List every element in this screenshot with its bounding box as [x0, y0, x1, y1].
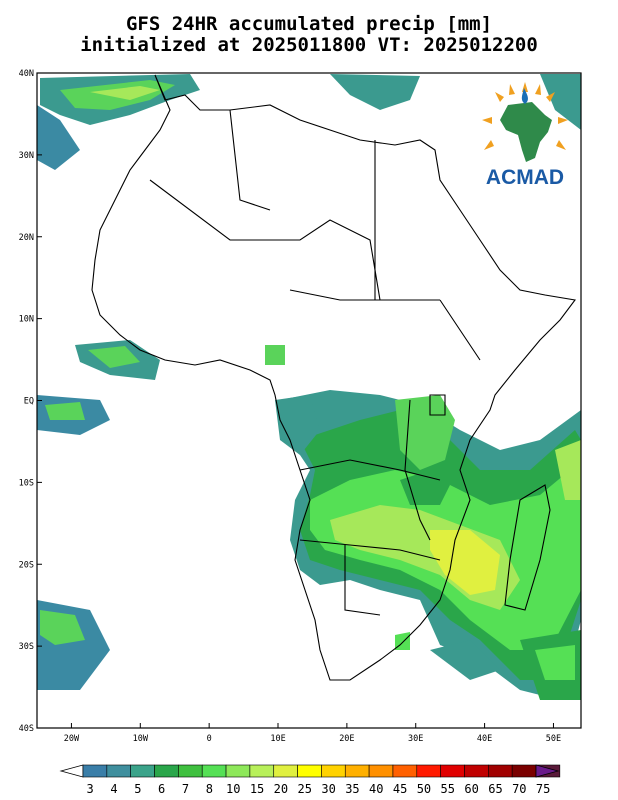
colorbar-swatch: [464, 764, 489, 778]
acmad-logo: ACMAD: [482, 82, 568, 189]
colorbar-label: 20: [274, 782, 288, 796]
colorbar-swatch: [488, 764, 513, 778]
chart-title-line-2: initialized at 2025011800 VT: 2025012200: [80, 34, 538, 56]
lat-tick-label: 10N: [19, 315, 34, 325]
lon-tick-label: 20W: [64, 734, 80, 744]
colorbar-swatch: [416, 764, 441, 778]
colorbar-swatch: [130, 764, 155, 778]
colorbar-swatch: [154, 764, 179, 778]
lat-tick-label: 40S: [19, 724, 34, 734]
chart-title-line-1: GFS 24HR accumulated precip [mm]: [125, 13, 493, 35]
lon-tick-label: 20E: [339, 734, 354, 744]
lon-tick-label: 10W: [133, 734, 149, 744]
colorbar-label: 75: [536, 782, 550, 796]
colorbar-label: 5: [134, 782, 141, 796]
coastlines: [91, 74, 576, 681]
colorbar-label: 6: [158, 782, 165, 796]
lat-tick-label: 10S: [19, 478, 34, 488]
logo-text: ACMAD: [486, 166, 564, 189]
logo-drop-icon: [521, 88, 528, 104]
colorbar-swatch: [106, 764, 131, 778]
lat-axis: 40N 30N 20N 10N EQ 10S 20S 30S 40S: [19, 69, 42, 734]
colorbar-label: 8: [206, 782, 213, 796]
lat-tick-label: 30S: [19, 642, 34, 652]
colorbar-label: 7: [182, 782, 189, 796]
colorbar-label: 70: [512, 782, 526, 796]
colorbar-swatch: [344, 764, 370, 778]
lat-tick-label: 30N: [19, 151, 34, 161]
colorbar-label: 30: [321, 782, 335, 796]
logo-sun-rays-icon: [482, 82, 568, 150]
colorbar: 3 4 5 6 7 8 10 15 20 25 30 35 40 45 50 55 60 65 70 75: [59, 764, 561, 796]
colorbar-swatch: [273, 764, 298, 778]
lon-axis: 20W 10W 0 10E 20E 30E 40E 50E: [64, 723, 561, 744]
lat-tick-label: 20N: [19, 233, 34, 243]
colorbar-swatch: [440, 764, 465, 778]
colorbar-label: 3: [87, 782, 94, 796]
colorbar-label: 40: [369, 782, 383, 796]
colorbar-label: 15: [250, 782, 264, 796]
colorbar-label: 55: [441, 782, 455, 796]
colorbar-label: 35: [345, 782, 359, 796]
colorbar-swatch: [249, 764, 275, 778]
lat-tick-label: EQ: [24, 397, 34, 407]
lon-tick-label: 50E: [546, 734, 561, 744]
colorbar-swatch: [225, 764, 251, 778]
colorbar-swatch: [297, 764, 322, 778]
logo-africa-icon: [500, 102, 552, 162]
colorbar-label: 4: [110, 782, 117, 796]
lon-tick-label: 30E: [408, 734, 423, 744]
colorbar-swatch: [368, 764, 394, 778]
colorbar-swatch: [321, 764, 346, 778]
colorbar-swatch: [178, 764, 203, 778]
colorbar-label: 10: [226, 782, 240, 796]
lat-tick-label: 20S: [19, 560, 34, 570]
colorbar-swatch: [201, 764, 227, 778]
colorbar-over-arrow: [535, 764, 560, 778]
colorbar-swatch: [82, 764, 108, 778]
lon-tick-label: 10E: [270, 734, 285, 744]
colorbar-swatch: [511, 764, 537, 778]
lon-tick-label: 40E: [477, 734, 492, 744]
lon-tick-label: 0: [207, 734, 212, 744]
colorbar-label: 65: [488, 782, 502, 796]
colorbar-label: 45: [393, 782, 407, 796]
lat-tick-label: 40N: [19, 69, 34, 79]
colorbar-label: 60: [464, 782, 478, 796]
precip-shading: [37, 74, 581, 700]
colorbar-label: 50: [417, 782, 431, 796]
colorbar-under-arrow: [59, 764, 84, 778]
colorbar-label: 25: [298, 782, 312, 796]
colorbar-swatch: [392, 764, 418, 778]
